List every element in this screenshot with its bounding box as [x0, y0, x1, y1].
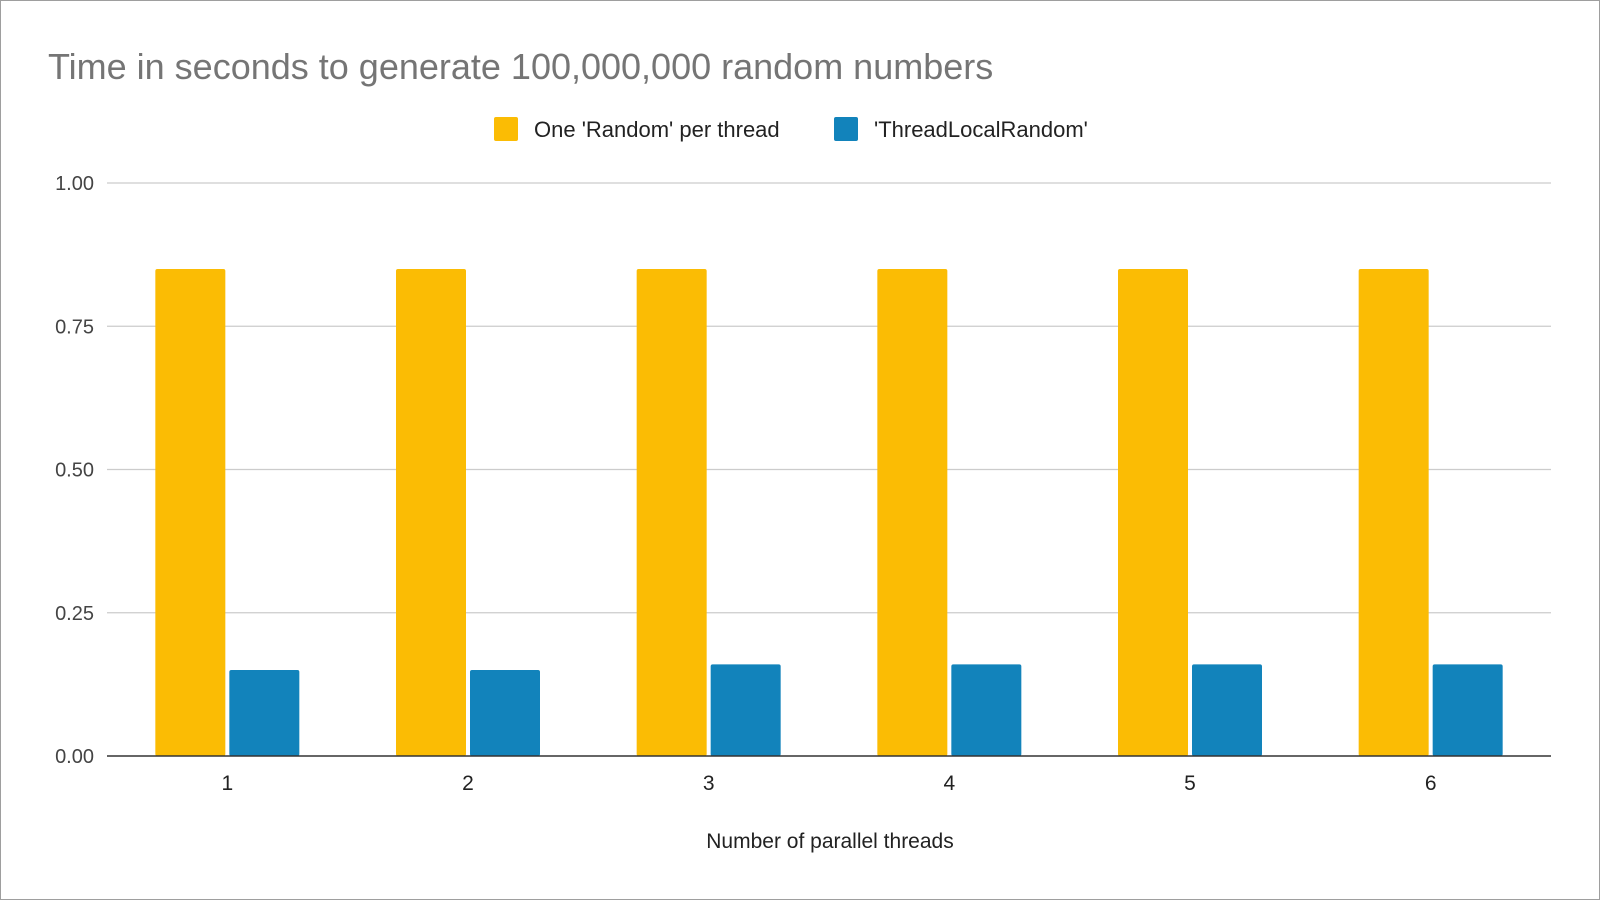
bar-series-2-category-5 [1192, 664, 1262, 756]
bar-series-1-category-4 [877, 268, 948, 756]
legend-swatch [494, 117, 518, 141]
x-tick-label: 4 [943, 772, 955, 795]
x-tick-label: 3 [703, 772, 715, 795]
chart-title: Time in seconds to generate 100,000,000 … [48, 46, 993, 87]
x-tick-label: 1 [221, 772, 233, 795]
x-tick-label: 2 [462, 772, 474, 795]
gridlines [107, 182, 1551, 614]
y-tick-label: 1.00 [55, 173, 94, 195]
bars [155, 268, 1503, 756]
bar-series-1-category-2 [396, 268, 466, 756]
bar-series-2-category-4 [951, 664, 1022, 756]
bar-series-1-category-3 [636, 268, 707, 756]
bar-series-1-category-6 [1358, 268, 1429, 756]
bar-series-2-category-3 [710, 664, 781, 756]
bar-series-1-category-1 [155, 268, 226, 756]
legend-swatch [834, 117, 858, 141]
x-axis-tick-labels: 1 2 3 4 5 6 [221, 772, 1436, 795]
bar-series-2-category-1 [229, 670, 300, 756]
x-tick-label: 5 [1184, 772, 1196, 795]
bar-series-1-category-5 [1118, 268, 1188, 756]
y-tick-label: 0.25 [55, 603, 94, 625]
y-axis-tick-labels: 0.00 0.25 0.50 0.75 1.00 [55, 173, 94, 768]
legend-label: 'ThreadLocalRandom' [874, 117, 1088, 142]
bar-series-2-category-6 [1432, 664, 1503, 756]
y-tick-label: 0.00 [55, 746, 94, 768]
x-axis-label: Number of parallel threads [706, 830, 953, 853]
legend-label: One 'Random' per thread [534, 117, 780, 142]
y-tick-label: 0.50 [55, 460, 94, 482]
legend: One 'Random' per thread 'ThreadLocalRando… [494, 117, 1088, 142]
y-tick-label: 0.75 [55, 316, 94, 338]
bar-series-2-category-2 [470, 670, 540, 756]
x-tick-label: 6 [1425, 772, 1437, 795]
